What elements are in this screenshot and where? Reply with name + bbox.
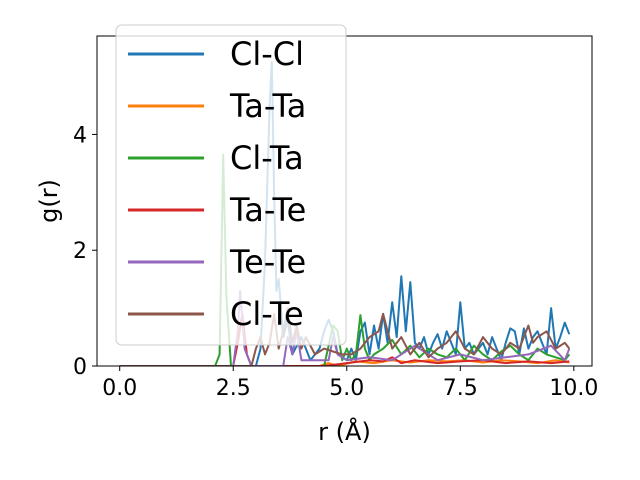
x-tick-label: 7.5 [443,376,478,401]
legend-label: Cl-Te [230,295,304,333]
x-axis-label: r (Å) [318,417,371,446]
y-tick-label: 2 [73,239,87,264]
x-tick-label: 0.0 [102,376,137,401]
y-tick-label: 0 [73,355,87,380]
x-tick-label: 10.0 [549,376,598,401]
series-line-2 [119,153,571,366]
y-axis-label: g(r) [35,179,63,223]
x-tick-label: 5.0 [329,376,364,401]
x-axis: 0.0 2.5 5.0 7.5 10.0 [102,366,598,401]
legend-label: Cl-Cl [230,35,304,73]
legend-label: Te-Te [229,243,306,281]
legend: Cl-Cl Ta-Ta Cl-Ta Ta-Te Te-Te Cl-Te [115,24,347,346]
legend-label: Cl-Ta [230,139,304,177]
x-tick-label: 2.5 [216,376,251,401]
series-layer [119,61,571,366]
legend-label: Ta-Ta [229,87,306,125]
y-axis: 0 2 4 [73,123,97,380]
legend-label: Ta-Te [229,191,306,229]
series-line-4 [119,289,571,366]
y-tick-label: 4 [73,123,87,148]
